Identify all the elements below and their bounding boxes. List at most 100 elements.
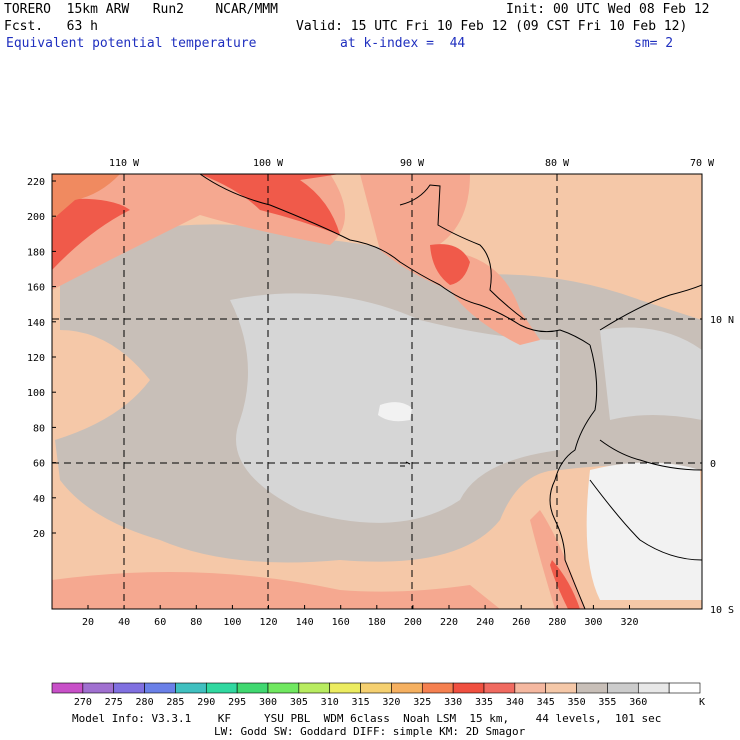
field-region-355-spot xyxy=(378,402,412,422)
colorbar-swatch xyxy=(82,682,115,694)
graticule xyxy=(52,174,702,609)
left-tick-label: 180 xyxy=(27,247,45,258)
colorbar-label: 290 xyxy=(197,697,215,708)
coastlines xyxy=(199,174,702,609)
colorbar-label: 325 xyxy=(413,697,431,708)
colorbar-label: 300 xyxy=(259,697,277,708)
colorbar-swatch xyxy=(298,682,331,694)
field-name: Equivalent potential temperature xyxy=(6,36,257,51)
bottom-tick-label: 280 xyxy=(548,617,566,628)
colorbar-label: 270 xyxy=(74,697,92,708)
lat-label: 0 xyxy=(710,459,716,470)
lat-label: 10 N xyxy=(710,315,734,326)
colorbar-label: 280 xyxy=(136,697,154,708)
physics-info: LW: Godd SW: Goddard DIFF: simple KM: 2D… xyxy=(214,725,526,738)
colorbar-label: 350 xyxy=(568,697,586,708)
level-info: at k-index = 44 xyxy=(340,36,466,51)
colorbar-swatch xyxy=(452,682,485,694)
forecast-hour: Fcst. 63 h xyxy=(4,19,98,34)
left-tick-label: 120 xyxy=(27,353,45,364)
init-time: Init: 00 UTC Wed 08 Feb 12 xyxy=(506,2,710,17)
lon-label: 80 W xyxy=(545,158,570,169)
colorbar-swatch xyxy=(144,682,176,694)
left-tick-label: 160 xyxy=(27,283,45,294)
colorbar-swatch xyxy=(607,682,639,694)
colorbar-swatch xyxy=(637,682,670,694)
bottom-tick-label: 180 xyxy=(368,617,386,628)
left-tick-label: 60 xyxy=(33,459,45,470)
lon-label: 90 W xyxy=(400,158,425,169)
colorbar-swatch xyxy=(51,682,84,694)
colorbar-swatch xyxy=(391,682,423,694)
left-tick-label: 100 xyxy=(27,388,45,399)
colorbar-swatch xyxy=(360,682,392,694)
bottom-tick-label: 300 xyxy=(584,617,602,628)
colorbar-label: 355 xyxy=(598,697,616,708)
border-andes xyxy=(599,439,702,471)
coastline-mexico-central-america xyxy=(199,174,591,346)
colorbar-swatch xyxy=(175,682,207,694)
bottom-tick-label: 260 xyxy=(512,617,530,628)
colorbar-unit: K xyxy=(699,697,705,708)
left-tick-label: 20 xyxy=(33,529,45,540)
colorbar-label: 320 xyxy=(382,697,400,708)
field-region-330-ca xyxy=(430,244,470,285)
bottom-tick-label: 100 xyxy=(223,617,241,628)
colorbar-label: 275 xyxy=(105,697,123,708)
theta-e-field xyxy=(52,174,702,609)
left-tick-label: 140 xyxy=(27,318,45,329)
bottom-tick-label: 160 xyxy=(332,617,350,628)
colorbar-label: 305 xyxy=(290,697,308,708)
coastline-colombia-caribbean xyxy=(599,284,702,331)
colorbar-swatch xyxy=(576,682,608,694)
colorbar-swatch xyxy=(421,682,454,694)
colorbar-label: 315 xyxy=(352,697,370,708)
bottom-tick-label: 120 xyxy=(259,617,277,628)
left-tick-label: 40 xyxy=(33,494,45,505)
smoothing-info: sm= 2 xyxy=(634,36,674,51)
bottom-tick-label: 200 xyxy=(404,617,422,628)
lon-label: 110 W xyxy=(109,158,140,169)
colorbar-label: 310 xyxy=(321,697,339,708)
bottom-tick-label: 60 xyxy=(154,617,166,628)
colorbar-label: 340 xyxy=(506,697,524,708)
bottom-tick-label: 140 xyxy=(296,617,314,628)
coastline-south-america xyxy=(549,344,598,609)
colorbar: 270 275 280 285 290 295 300 305 310 315 320 325 330 3… xyxy=(51,682,705,708)
bottom-axis: 20 40 60 80 100 120 140 160 180 200 220 240 260 280 30… xyxy=(82,605,639,628)
model-info: Model Info: V3.3.1 KF YSU PBL WDM 6class… xyxy=(72,712,662,725)
top-lon-labels: 110 W 100 W 90 W 80 W 70 W xyxy=(109,158,715,169)
colorbar-label: 295 xyxy=(228,697,246,708)
field-region-350-east xyxy=(600,327,702,420)
lon-label: 70 W xyxy=(690,158,715,169)
colorbar-swatch xyxy=(205,682,238,694)
colorbar-label: 360 xyxy=(629,697,647,708)
colorbar-label: 285 xyxy=(166,697,184,708)
left-tick-label: 200 xyxy=(27,212,45,223)
field-region-325-nw xyxy=(52,174,120,220)
colorbar-swatch xyxy=(514,682,547,694)
field-region-355 xyxy=(586,462,702,600)
model-title: TORERO 15km ARW Run2 NCAR/MMM xyxy=(4,2,278,17)
right-lat-labels: 10 N 0 10 S xyxy=(710,315,734,616)
coastline-yucatan-caribbean xyxy=(399,184,526,321)
colorbar-swatch xyxy=(267,682,300,694)
colorbar-swatch xyxy=(545,682,577,694)
field-region-335-south xyxy=(52,572,500,609)
bottom-tick-label: 220 xyxy=(440,617,458,628)
valid-time: Valid: 15 UTC Fri 10 Feb 12 (09 CST Fri … xyxy=(296,19,688,34)
bottom-tick-label: 320 xyxy=(620,617,638,628)
colorbar-swatch xyxy=(236,682,269,694)
left-axis: 220 200 180 160 140 120 100 80 60 40 20 xyxy=(27,177,56,540)
bottom-tick-label: 20 xyxy=(82,617,94,628)
colorbar-swatch xyxy=(113,682,145,694)
colorbar-swatch xyxy=(329,682,361,694)
left-tick-label: 220 xyxy=(27,177,45,188)
colorbar-label: 330 xyxy=(444,697,462,708)
colorbar-swatch xyxy=(668,682,701,694)
bottom-tick-label: 80 xyxy=(190,617,202,628)
colorbar-label: 345 xyxy=(537,697,555,708)
border-south xyxy=(589,479,702,561)
bottom-tick-label: 40 xyxy=(118,617,130,628)
